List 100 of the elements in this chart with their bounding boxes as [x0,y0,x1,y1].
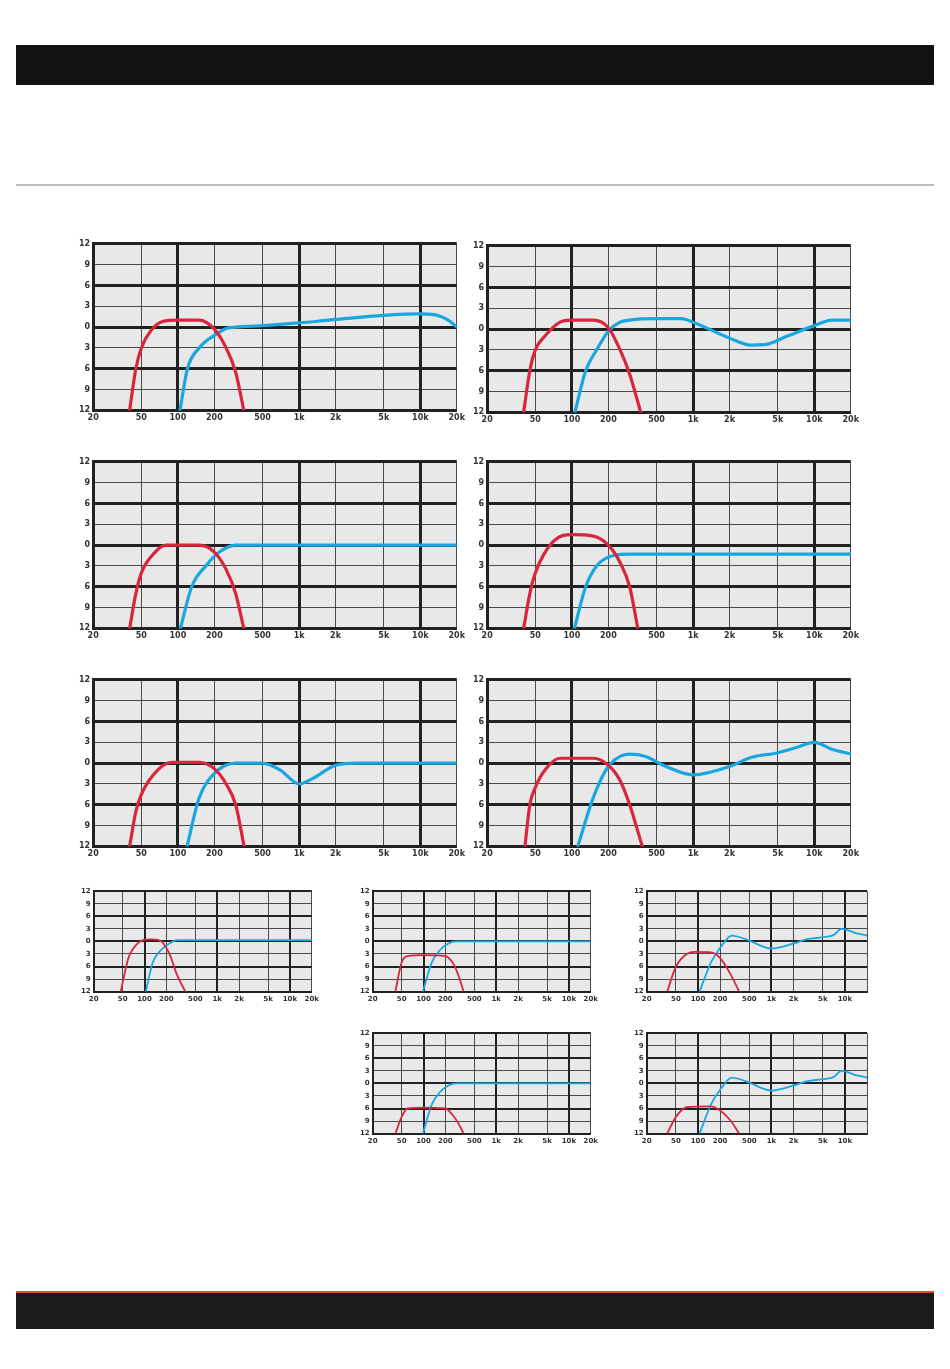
y-tick-label: 0 [478,324,485,334]
x-tick-label: 20k [842,415,860,425]
x-tick-label: 2k [330,413,342,423]
x-tick-label: 10k [806,849,824,859]
y-tick-label: 6 [84,581,91,591]
x-tick-label: 500 [254,631,272,641]
x-tick-label: 10k [806,415,824,425]
y-tick-label: 12 [78,674,91,684]
x-tick-label: 20k [842,849,860,859]
y-tick-label: 3 [478,561,485,570]
x-tick-label: 10k [412,413,430,423]
x-tick-label: 1k [687,849,700,859]
x-tick-label: 100 [563,415,581,425]
x-tick-label: 200 [599,849,618,859]
y-tick-label: 9 [478,261,485,271]
x-tick-label: 200 [599,631,618,641]
y-tick-label: 9 [84,384,91,394]
x-tick-label: 5k [772,415,784,425]
y-tick-label: 6 [478,581,485,591]
x-tick-label: 20 [87,413,100,423]
y-tick-label: 3 [478,779,485,788]
y-tick-label: 12 [472,841,485,851]
x-tick-label: 200 [205,849,224,859]
y-tick-label: 9 [84,695,91,705]
x-tick-label: 200 [599,415,618,425]
x-tick-label: 500 [254,413,272,423]
y-tick-label: 9 [84,477,91,487]
x-tick-label: 10k [806,631,824,641]
x-tick-label: 2k [330,849,342,859]
y-tick-label: 3 [478,345,485,354]
x-tick-label: 1k [293,631,306,641]
x-tick-label: 5k [772,631,784,641]
x-tick-label: 500 [648,631,666,641]
x-tick-label: 1k [293,413,306,423]
x-tick-label: 50 [529,631,542,641]
y-tick-label: 3 [84,779,91,788]
y-tick-label: 9 [478,820,485,830]
y-tick-label: 12 [78,623,91,633]
y-tick-label: 12 [472,623,485,633]
x-tick-label: 10k [412,849,430,859]
x-tick-label: 5k [378,413,390,423]
x-tick-label: 100 [563,631,581,641]
x-tick-label: 20k [448,413,466,423]
y-tick-label: 9 [84,259,91,269]
y-tick-label: 12 [472,240,485,250]
x-tick-label: 50 [529,415,542,425]
x-tick-label: 10k [412,631,430,641]
x-tick-label: 20 [481,849,494,859]
y-tick-label: 6 [478,799,485,809]
x-tick-label: 100 [169,849,187,859]
y-tick-label: 6 [478,498,485,508]
y-tick-label: 3 [478,303,485,313]
y-tick-label: 3 [84,343,91,352]
y-tick-label: 0 [84,322,91,332]
x-tick-label: 1k [293,849,306,859]
x-tick-label: 2k [724,415,736,425]
line-series [119,938,187,992]
y-tick-label: 6 [84,799,91,809]
x-tick-label: 100 [563,849,581,859]
y-tick-label: 12 [78,405,91,415]
x-tick-label: 50 [135,413,148,423]
y-tick-label: 9 [478,602,485,612]
x-tick-label: 50 [135,849,148,859]
x-tick-label: 2k [724,849,736,859]
y-tick-label: 3 [84,737,91,747]
y-tick-label: 6 [478,282,485,292]
y-tick-label: 6 [84,716,91,726]
y-tick-label: 3 [84,561,91,570]
y-tick-label: 12 [78,456,91,466]
y-tick-label: 6 [478,365,485,375]
x-tick-label: 200 [205,631,224,641]
y-tick-label: 9 [478,695,485,705]
y-tick-label: 3 [478,519,485,529]
x-tick-label: 100 [169,413,187,423]
x-tick-label: 200 [205,413,224,423]
x-tick-label: 5k [378,631,390,641]
y-tick-label: 6 [478,716,485,726]
y-tick-label: 12 [472,674,485,684]
y-tick-label: 9 [84,820,91,830]
y-tick-label: 0 [84,540,91,550]
x-tick-label: 2k [724,631,736,641]
y-tick-label: 9 [84,602,91,612]
x-tick-label: 5k [772,849,784,859]
x-tick-label: 20 [87,849,100,859]
x-tick-label: 20k [448,849,466,859]
y-tick-label: 6 [84,363,91,373]
x-tick-label: 500 [648,415,666,425]
y-tick-label: 9 [478,386,485,396]
x-tick-label: 20 [481,631,494,641]
y-tick-label: 0 [478,758,485,768]
y-tick-label: 3 [84,301,91,311]
x-tick-label: 100 [169,631,187,641]
y-tick-label: 0 [478,540,485,550]
y-tick-label: 6 [84,498,91,508]
x-tick-label: 5k [378,849,390,859]
y-tick-label: 3 [478,737,485,747]
y-tick-label: 12 [472,407,485,417]
x-tick-label: 50 [135,631,148,641]
x-tick-label: 1k [687,631,700,641]
x-tick-label: 50 [529,849,542,859]
